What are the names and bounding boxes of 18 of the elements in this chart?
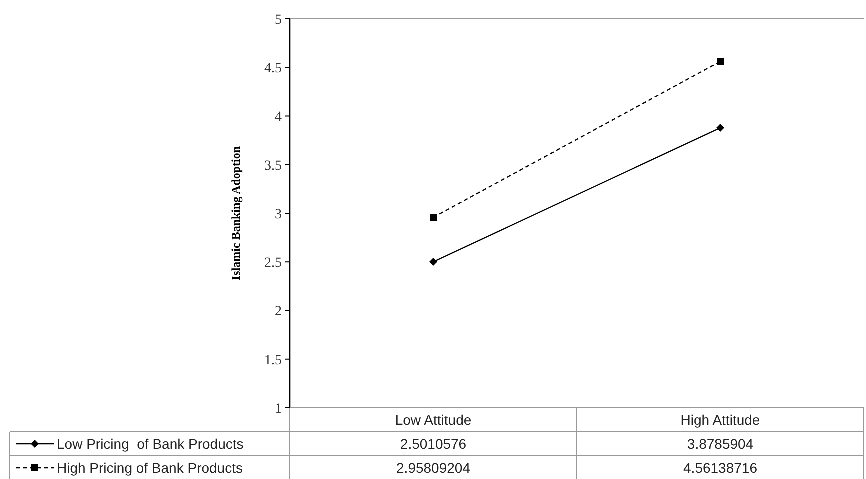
y-tick-label: 3 — [275, 207, 282, 222]
data-label: 2.5010576 — [400, 436, 467, 452]
y-tick-label: 5 — [275, 12, 282, 28]
x-tick-label: High Attitude — [680, 412, 760, 428]
y-tick-label: 1.5 — [264, 353, 282, 368]
y-tick-label: 2.5 — [264, 256, 282, 272]
legend-label: Low Pricing of Bank Products — [57, 436, 244, 452]
data-label: 4.56138716 — [684, 460, 758, 476]
y-axis-title: Islamic Banking Adoption — [229, 146, 243, 281]
data-label: 2.95809204 — [396, 460, 471, 476]
y-tick-label: 4 — [275, 110, 282, 126]
data-label: 3.8785904 — [687, 436, 754, 452]
x-tick-label: Low Attitude — [395, 412, 472, 428]
y-tick-label: 4.5 — [264, 62, 282, 77]
y-tick-label: 1 — [275, 402, 282, 417]
y-tick-label: 3.5 — [264, 158, 282, 174]
legend-label: High Pricing of Bank Products — [57, 460, 243, 476]
y-tick-label: 2 — [275, 304, 282, 320]
